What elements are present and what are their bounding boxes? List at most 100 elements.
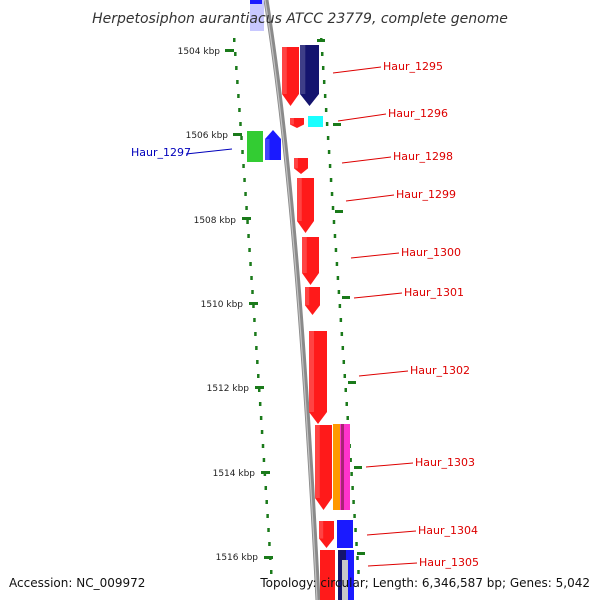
gene-label-haur-1296[interactable]: Haur_1296 xyxy=(388,107,448,120)
feature-haur-1303-red xyxy=(315,425,332,510)
leader-line xyxy=(185,148,233,155)
ruler-dot xyxy=(233,38,236,42)
ruler-dot xyxy=(355,542,358,546)
tick-label-1516: 1516 kbp xyxy=(216,553,259,563)
feature-haur-1299-body xyxy=(297,178,314,233)
ruler-dot xyxy=(326,136,330,140)
gene-label-haur-1303[interactable]: Haur_1303 xyxy=(415,456,475,469)
gene-label-haur-1295[interactable]: Haur_1295 xyxy=(383,60,443,73)
genome-summary: Topology: circular; Length: 6,346,587 bp… xyxy=(259,576,590,590)
gene-features xyxy=(247,0,354,600)
ruler-dot xyxy=(252,304,255,308)
ruler-dot xyxy=(262,458,266,462)
leader-line xyxy=(365,462,414,468)
ruler-dot xyxy=(244,192,247,196)
ruler-dot xyxy=(335,262,339,266)
ruler-dot xyxy=(338,304,342,308)
feature-top-light-blue xyxy=(250,0,264,31)
feature-haur-1297-green xyxy=(247,131,263,162)
inner-major-tick xyxy=(348,381,356,384)
gene-label-haur-1299[interactable]: Haur_1299 xyxy=(396,188,456,201)
feature-haur-1300-shine xyxy=(302,237,307,273)
ruler-dot xyxy=(266,514,269,518)
ruler-major-tick xyxy=(255,386,264,389)
leader-line xyxy=(367,562,418,567)
ruler-dot xyxy=(345,402,348,406)
tick-label-1510: 1510 kbp xyxy=(201,300,244,310)
leader-line xyxy=(353,292,403,299)
ruler-dot xyxy=(264,486,268,490)
feature-haur-1296-red-shine xyxy=(290,118,294,125)
ruler-dot xyxy=(357,570,360,574)
feature-haur-1305-red xyxy=(320,550,335,600)
kbp-ruler-ticks xyxy=(225,39,365,559)
ruler-dot xyxy=(238,108,241,112)
tick-label-1506: 1506 kbp xyxy=(186,131,229,141)
ruler-dot xyxy=(259,416,263,420)
ruler-dot xyxy=(331,206,335,210)
feature-haur-1295-red xyxy=(282,47,299,106)
ruler-dot xyxy=(243,178,246,182)
feature-haur-1303-edge xyxy=(341,424,344,510)
ruler-dot xyxy=(336,276,340,280)
gene-label-haur-1305[interactable]: Haur_1305 xyxy=(419,556,479,569)
ruler-dot xyxy=(265,500,268,504)
gene-label-haur-1301[interactable]: Haur_1301 xyxy=(404,286,464,299)
feature-haur-1300-body xyxy=(302,237,319,285)
ruler-dot xyxy=(254,332,257,336)
feature-haur-1297-blue xyxy=(265,130,281,160)
gene-label-haur-1300[interactable]: Haur_1300 xyxy=(401,246,461,259)
ruler-dot xyxy=(251,290,254,294)
ruler-dot xyxy=(249,262,252,266)
feature-haur-1303-magenta xyxy=(340,424,350,510)
ruler-dot xyxy=(321,66,325,70)
feature-haur-1304-red xyxy=(319,521,334,548)
ruler-dot xyxy=(332,220,336,224)
ruler-dot xyxy=(241,150,244,154)
ruler-dot xyxy=(257,374,260,378)
feature-haur-1301-body xyxy=(305,287,320,315)
ruler-major-tick xyxy=(242,217,251,220)
inner-major-tick xyxy=(357,552,365,555)
feature-haur-1296-red xyxy=(290,118,304,128)
ruler-dot xyxy=(351,486,354,490)
ruler-dot xyxy=(324,108,328,112)
feature-haur-1302-body xyxy=(309,331,327,424)
ruler-dot xyxy=(258,402,262,406)
ruler-dot xyxy=(349,458,352,462)
ruler-dot xyxy=(245,206,248,210)
ruler-dot xyxy=(247,234,250,238)
feature-haur-1298-body xyxy=(294,158,308,174)
feature-haur-1297-blue-shine xyxy=(265,139,270,160)
gene-label-haur-1304[interactable]: Haur_1304 xyxy=(418,524,478,537)
feature-haur-1299 xyxy=(297,178,314,233)
ruler-dot xyxy=(250,276,253,280)
tick-label-1512: 1512 kbp xyxy=(207,384,250,394)
feature-haur-1295-navy xyxy=(300,45,319,106)
feature-haur-1304-red-shine xyxy=(319,521,324,539)
gene-label-haur-1297[interactable]: Haur_1297 xyxy=(131,146,191,159)
feature-haur-1305-blue xyxy=(346,550,354,600)
ruler-major-tick xyxy=(264,556,273,559)
gene-label-haur-1298[interactable]: Haur_1298 xyxy=(393,150,453,163)
ruler-dot xyxy=(352,500,355,504)
ruler-dot xyxy=(239,122,242,126)
genome-backbone xyxy=(263,0,321,600)
ruler-dot xyxy=(353,514,356,518)
ruler-dot xyxy=(350,472,353,476)
accession-label: Accession: NC_009972 xyxy=(9,576,145,590)
feature-haur-1295-navy-shine xyxy=(300,45,306,94)
ruler-dot xyxy=(329,178,333,182)
feature-haur-1295-red-shine xyxy=(282,47,287,94)
ruler-dot xyxy=(246,220,249,224)
ruler-dot xyxy=(330,192,334,196)
inner-major-tick xyxy=(354,466,362,469)
ruler-dot xyxy=(242,164,245,168)
ruler-dot xyxy=(234,52,237,56)
ruler-dot xyxy=(322,80,326,84)
ruler-dot xyxy=(341,346,345,350)
ruler-dot xyxy=(346,416,349,420)
gene-label-haur-1302[interactable]: Haur_1302 xyxy=(410,364,470,377)
inner-major-tick xyxy=(335,210,343,213)
